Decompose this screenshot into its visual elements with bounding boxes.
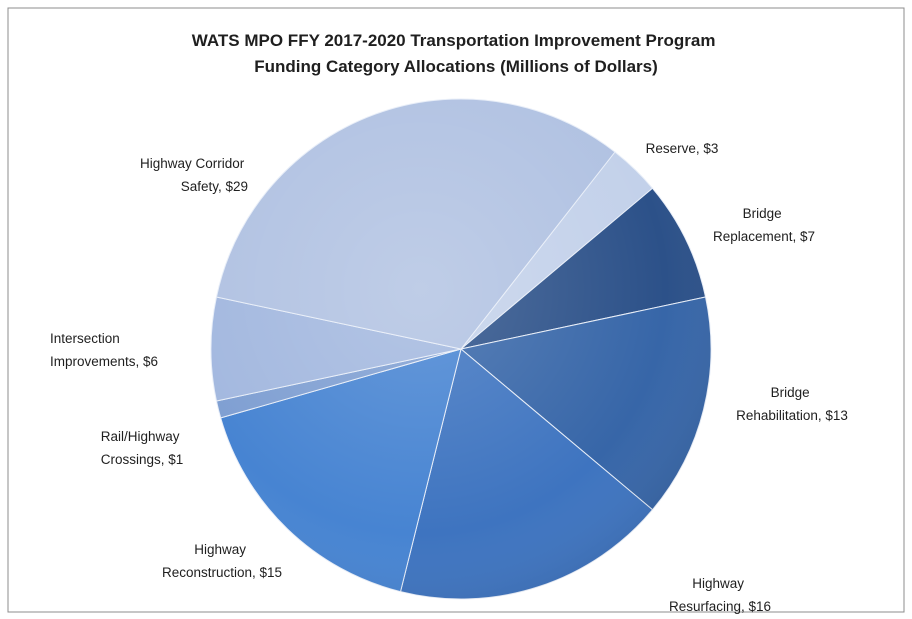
data-label: Intersection Improvements, $6	[50, 331, 158, 369]
data-label: Rail/Highway Crossings, $1	[101, 429, 184, 467]
data-label: Bridge Rehabilitation, $13	[736, 385, 848, 423]
pie	[210, 98, 712, 600]
chart-title: WATS MPO FFY 2017-2020 Transportation Im…	[192, 31, 720, 76]
data-label: Reserve, $3	[646, 141, 719, 156]
data-label: Highway Reconstruction, $15	[162, 542, 282, 580]
data-label: Highway Corridor Safety, $29	[140, 156, 248, 194]
data-label: Bridge Replacement, $7	[713, 206, 815, 244]
data-labels: Reserve, $3 Bridge Replacement, $7 Bridge …	[50, 141, 848, 614]
data-label: Highway Resurfacing, $16	[669, 576, 771, 614]
